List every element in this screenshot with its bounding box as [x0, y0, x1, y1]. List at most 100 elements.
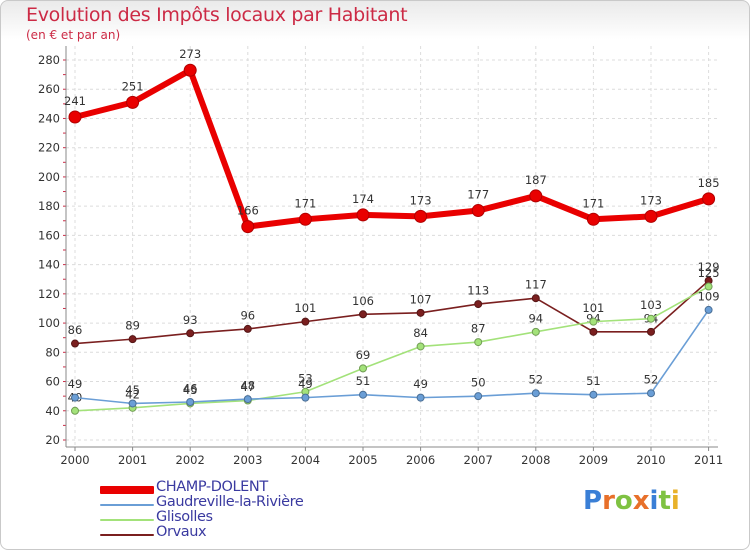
series-line-gaudreville-la-rivi-re: [74, 309, 710, 405]
data-point-gaudreville-la-rivi-re: [416, 393, 425, 402]
data-label-glisolles: 84: [413, 326, 428, 340]
x-tick-label: 2010: [636, 453, 665, 467]
y-tick-label: 220: [38, 141, 60, 155]
data-label-champ-dolent: 174: [352, 192, 374, 206]
legend-label-gaudreville: Gaudreville-la-Rivière: [156, 494, 304, 510]
series-line-champ-dolent: [72, 67, 712, 230]
logo-letter: x: [632, 486, 650, 516]
logo-letter: i: [649, 486, 659, 516]
logo-letter: P: [583, 486, 603, 516]
chart-title: Evolution des Impôts locaux par Habitant: [26, 4, 408, 26]
plot-area: [66, 46, 718, 447]
data-label-champ-dolent: 273: [179, 47, 201, 61]
data-point-champ-dolent: [68, 110, 82, 124]
data-point-champ-dolent: [586, 212, 600, 226]
data-point-orvaux: [416, 308, 425, 317]
data-label-gaudreville-la-rivi-re: 52: [528, 373, 543, 387]
data-label-gaudreville-la-rivi-re: 49: [68, 377, 83, 391]
x-tick-label: 2000: [60, 453, 89, 467]
data-point-champ-dolent: [471, 204, 485, 218]
y-tick-label: 120: [38, 287, 60, 301]
data-point-glisolles: [531, 327, 540, 336]
data-point-glisolles: [704, 282, 713, 291]
data-label-gaudreville-la-rivi-re: 109: [698, 289, 720, 303]
data-label-glisolles: 42: [125, 387, 140, 401]
x-tick-label: 2009: [579, 453, 608, 467]
y-tick-label: 160: [38, 228, 60, 242]
series-line-orvaux: [74, 279, 710, 345]
data-label-glisolles: 45: [183, 383, 198, 397]
data-point-orvaux: [647, 327, 655, 336]
y-tick-label: 100: [38, 316, 60, 330]
data-point-champ-dolent: [126, 95, 140, 109]
data-label-champ-dolent: 173: [640, 193, 662, 207]
data-point-glisolles: [474, 338, 483, 347]
proxiti-logo: Proxiti: [583, 486, 680, 516]
data-label-glisolles: 103: [640, 298, 662, 312]
y-tick-label: 40: [45, 404, 60, 418]
x-tick-label: 2005: [348, 453, 377, 467]
data-label-gaudreville-la-rivi-re: 51: [586, 374, 601, 388]
legend-swatch-orvaux: [100, 534, 154, 536]
data-point-glisolles: [416, 342, 425, 351]
data-label-gaudreville-la-rivi-re: 45: [125, 383, 140, 397]
data-label-champ-dolent: 251: [122, 79, 144, 93]
data-point-champ-dolent: [644, 209, 658, 223]
data-label-champ-dolent: 171: [582, 196, 604, 210]
x-tick-label: 2006: [406, 453, 435, 467]
data-label-glisolles: 53: [298, 371, 313, 385]
x-tick-label: 2008: [521, 453, 550, 467]
data-label-champ-dolent: 177: [467, 188, 489, 202]
data-label-champ-dolent: 166: [237, 204, 259, 218]
y-tick-label: 240: [38, 111, 60, 125]
data-label-champ-dolent: 241: [64, 94, 86, 108]
data-point-orvaux: [589, 327, 598, 336]
data-label-orvaux: 106: [352, 294, 374, 308]
data-point-gaudreville-la-rivi-re: [474, 392, 483, 401]
data-point-gaudreville-la-rivi-re: [589, 390, 598, 399]
data-point-glisolles: [589, 317, 598, 326]
data-label-champ-dolent: 171: [294, 196, 316, 210]
data-label-gaudreville-la-rivi-re: 46: [183, 382, 198, 396]
data-label-orvaux: 86: [68, 323, 83, 337]
data-point-orvaux: [128, 335, 137, 344]
legend-label-glisolles: Glisolles: [156, 509, 213, 525]
line-chart: 20 40 60 80 100 120 140 160 180 200 220 240 260 280 20…: [38, 46, 723, 467]
data-point-orvaux: [474, 300, 483, 309]
data-label-glisolles: 101: [582, 301, 604, 315]
x-tick-label: 2011: [694, 453, 723, 467]
data-label-orvaux: 93: [183, 313, 198, 327]
data-point-orvaux: [531, 294, 540, 303]
data-point-orvaux: [301, 317, 310, 326]
x-tick-label: 2004: [291, 453, 320, 467]
y-tick-label: 20: [45, 433, 60, 447]
data-label-orvaux: 96: [240, 308, 255, 322]
data-point-gaudreville-la-rivi-re: [128, 399, 137, 408]
data-label-orvaux: 113: [467, 284, 489, 298]
data-label-gaudreville-la-rivi-re: 48: [240, 379, 255, 393]
data-point-gaudreville-la-rivi-re: [243, 395, 252, 404]
data-point-gaudreville-la-rivi-re: [186, 398, 195, 406]
data-label-champ-dolent: 187: [525, 173, 547, 187]
data-point-champ-dolent: [414, 209, 428, 223]
logo-letter: t: [658, 486, 671, 516]
data-point-gaudreville-la-rivi-re: [531, 389, 540, 398]
data-point-orvaux: [71, 339, 79, 348]
y-tick-label: 60: [45, 375, 60, 389]
data-point-orvaux: [359, 310, 367, 319]
data-point-champ-dolent: [241, 220, 255, 234]
series-line-glisolles: [74, 285, 710, 412]
data-point-champ-dolent: [356, 208, 370, 222]
data-label-orvaux: 129: [698, 260, 720, 274]
data-point-orvaux: [243, 324, 252, 333]
data-point-gaudreville-la-rivi-re: [704, 305, 713, 314]
data-point-champ-dolent: [529, 189, 543, 203]
data-label-orvaux: 89: [125, 319, 140, 333]
data-point-champ-dolent: [702, 192, 716, 206]
y-tick-label: 180: [38, 199, 60, 213]
y-tick-label: 280: [38, 53, 60, 67]
data-label-glisolles: 47: [240, 380, 255, 394]
y-tick-label: 200: [38, 170, 60, 184]
legend-label-champ-dolent: CHAMP-DOLENT: [156, 479, 268, 495]
x-tick-label: 2003: [233, 453, 262, 467]
